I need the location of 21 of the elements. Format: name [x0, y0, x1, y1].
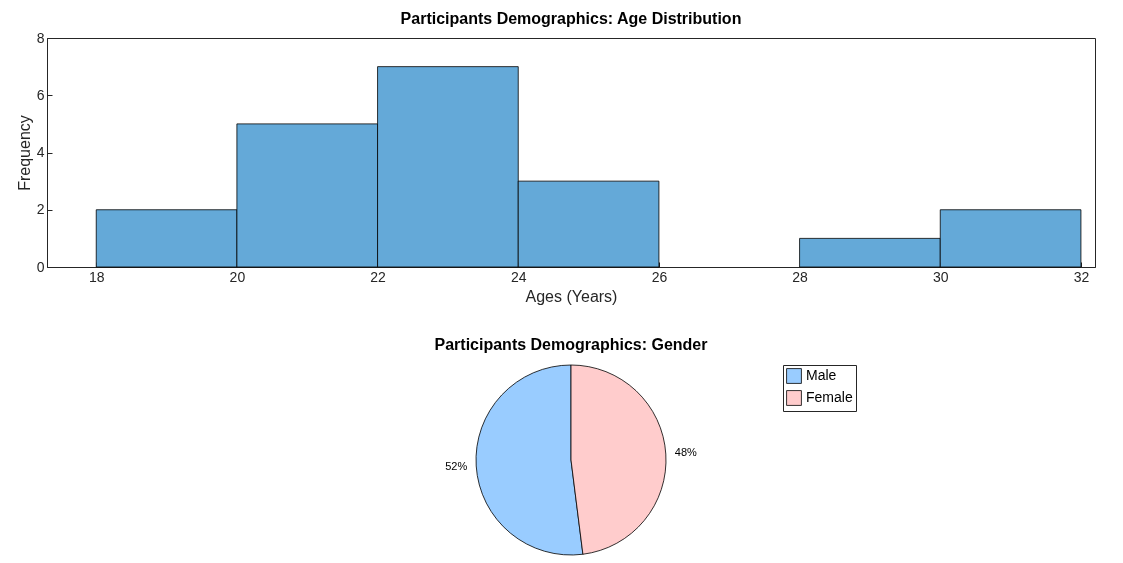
y-tick-label: 8	[36, 29, 45, 46]
chart-title: Participants Demographics: Gender	[434, 336, 708, 353]
x-tick-label: 32	[1073, 268, 1090, 285]
x-tick-label: 22	[370, 268, 387, 285]
data-label: 52%	[445, 460, 468, 473]
y-tick-label: 2	[36, 201, 45, 218]
x-tick-label: 24	[510, 268, 527, 285]
y-tick-label: 6	[36, 86, 45, 103]
x-axis-title: Ages (Years)	[525, 287, 618, 305]
y-tick-label: 4	[36, 144, 45, 160]
data-label: 48%	[674, 445, 697, 458]
y-axis-title: Frequency	[15, 115, 33, 191]
legend-label: Male	[806, 367, 837, 383]
x-tick-label: 30	[932, 268, 949, 285]
x-tick-label: 18	[88, 268, 105, 285]
y-tick-label: 0	[36, 258, 45, 275]
x-tick-label: 20	[229, 268, 246, 285]
legend-label: Female	[806, 389, 853, 405]
chart-title: Participants Demographics: Age Distribution	[400, 10, 742, 27]
x-tick-label: 26	[651, 268, 668, 285]
x-tick-label: 28	[792, 268, 809, 285]
